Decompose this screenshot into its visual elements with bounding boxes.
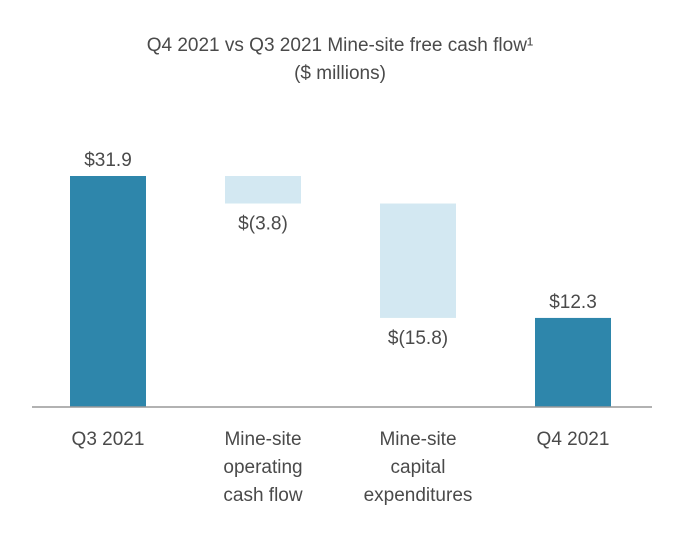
- x-tick-label-2: Mine-site: [379, 429, 456, 450]
- bar-3: [535, 317, 611, 407]
- bar-1: [225, 176, 301, 204]
- bar-0: [70, 176, 146, 407]
- x-tick-label-2: expenditures: [364, 485, 473, 506]
- data-label-2: $(15.8): [388, 328, 448, 349]
- data-label-1: $(3.8): [238, 214, 288, 235]
- x-tick-label-3: Q4 2021: [537, 429, 610, 450]
- data-label-3: $12.3: [549, 292, 597, 313]
- bar-2: [380, 203, 456, 318]
- x-tick-label-0: Q3 2021: [72, 429, 145, 450]
- data-label-0: $31.9: [84, 150, 132, 171]
- x-tick-label-1: operating: [223, 457, 302, 478]
- x-tick-label-1: Mine-site: [224, 429, 301, 450]
- chart-subtitle: ($ millions): [294, 63, 386, 84]
- chart-title: Q4 2021 vs Q3 2021 Mine-site free cash f…: [147, 35, 534, 56]
- x-tick-label-1: cash flow: [223, 485, 302, 506]
- x-tick-label-2: capital: [391, 457, 446, 478]
